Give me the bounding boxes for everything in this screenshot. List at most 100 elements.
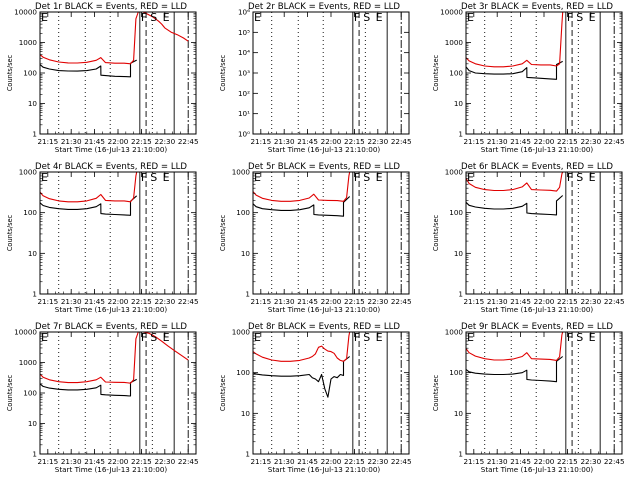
y-tick-label: 10³: [238, 69, 250, 78]
y-tick-label: 10⁰: [238, 130, 250, 139]
x-tick-label: 22:15: [557, 457, 578, 466]
event-flag-label: E: [467, 331, 474, 344]
event-flag-label: E: [589, 331, 596, 344]
x-tick-label: 22:15: [557, 137, 578, 146]
series-line: [39, 378, 137, 397]
x-tick-label: 22:15: [344, 297, 365, 306]
plot-area: 10⁰ 10¹ 10² 10³ 10⁴ 10⁵ 10⁶ 21:15 21:30 21:45 22:0…: [238, 8, 412, 147]
event-flag-label: E: [376, 171, 383, 184]
event-flag-label: F: [141, 171, 147, 184]
x-tick-label: 22:45: [391, 137, 412, 146]
plot-frame: [39, 331, 197, 455]
plot-area: 1 10 100 1000 21:15 21:30 21:45 22:00 22:15 22:30…: [232, 328, 412, 467]
x-tick-label: 21:45: [84, 457, 105, 466]
y-tick-label: 1: [245, 290, 250, 299]
y-tick-label: 1000: [19, 168, 38, 177]
x-axis-label: Start Time (16-Jul-13 21:10:00): [55, 465, 168, 474]
x-tick-label: 21:30: [61, 457, 82, 466]
panel-det-3r: Det 3r BLACK = Events, RED = LLD Start T…: [432, 2, 625, 154]
series-line: [465, 11, 564, 68]
plot-frame: [252, 11, 410, 135]
event-flag-label: F: [354, 331, 360, 344]
y-axis-label: Counts/sec: [6, 374, 14, 411]
y-tick-label: 100: [236, 208, 250, 217]
y-tick-label: 10000: [14, 8, 37, 17]
event-flag-label: F: [567, 171, 573, 184]
x-axis-label: Start Time (16-Jul-13 21:10:00): [55, 305, 168, 314]
x-tick-label: 21:45: [84, 137, 105, 146]
x-tick-label: 21:15: [463, 137, 484, 146]
y-tick-label: 1: [458, 450, 463, 459]
y-tick-label: 10²: [238, 89, 250, 98]
y-tick-label: 10⁶: [238, 8, 250, 17]
x-tick-label: 22:45: [178, 297, 199, 306]
plot-frame: [465, 11, 623, 135]
plot-area: 1 10 100 1000 21:15 21:30 21:45 22:00 22:15 22:30…: [445, 168, 625, 307]
series-line: [252, 331, 351, 362]
y-tick-label: 1: [32, 290, 37, 299]
x-axis-label: Start Time (16-Jul-13 21:10:00): [55, 145, 168, 154]
x-tick-label: 22:30: [154, 137, 175, 146]
plot-area: 1 10 100 1000 21:15 21:30 21:45 22:00 22:15 22:30…: [19, 168, 199, 307]
x-tick-label: 22:00: [321, 457, 342, 466]
panel-det-5r: Det 5r BLACK = Events, RED = LLD Start T…: [219, 162, 412, 314]
event-flag-label: S: [150, 171, 157, 184]
series-line: [39, 171, 138, 203]
event-flag-label: S: [576, 171, 583, 184]
y-axis-label: Counts/sec: [432, 54, 440, 91]
panel-title: Det 8r BLACK = Events, RED = LLD: [248, 322, 400, 332]
x-tick-label: 21:45: [510, 297, 531, 306]
series-line: [39, 11, 189, 65]
x-tick-label: 22:45: [391, 297, 412, 306]
y-tick-label: 100: [236, 368, 250, 377]
y-tick-label: 10: [454, 99, 464, 108]
event-flag-label: E: [589, 171, 596, 184]
x-tick-label: 22:30: [580, 297, 601, 306]
y-tick-label: 100: [449, 368, 463, 377]
event-flag-label: E: [467, 11, 474, 24]
x-tick-label: 21:15: [463, 457, 484, 466]
plot-area: 1 10 100 1000 10000 21:15 21:30 21:45 22:00 22:15…: [14, 328, 198, 467]
y-tick-label: 100: [23, 69, 37, 78]
x-tick-label: 22:00: [108, 297, 129, 306]
x-tick-label: 22:00: [534, 457, 555, 466]
y-tick-label: 10000: [14, 328, 37, 337]
x-tick-label: 21:30: [487, 457, 508, 466]
x-tick-label: 21:30: [487, 137, 508, 146]
x-tick-label: 21:45: [297, 137, 318, 146]
series-line: [252, 356, 351, 398]
x-tick-label: 21:30: [487, 297, 508, 306]
event-flag-label: S: [363, 11, 370, 24]
x-tick-label: 22:15: [131, 137, 152, 146]
y-tick-label: 10: [241, 409, 251, 418]
series-line: [465, 171, 564, 192]
event-flag-label: F: [141, 11, 147, 24]
event-flag-label: F: [354, 171, 360, 184]
event-flag-label: F: [567, 331, 573, 344]
event-flag-label: E: [163, 171, 170, 184]
y-tick-label: 1: [32, 450, 37, 459]
x-tick-label: 21:15: [250, 297, 271, 306]
x-axis-label: Start Time (16-Jul-13 21:10:00): [268, 305, 381, 314]
event-flag-label: S: [576, 331, 583, 344]
x-tick-label: 21:15: [250, 457, 271, 466]
y-axis-label: Counts/sec: [6, 54, 14, 91]
y-tick-label: 10: [28, 99, 38, 108]
event-flag-label: S: [576, 11, 583, 24]
y-tick-label: 100: [23, 389, 37, 398]
x-tick-label: 22:45: [391, 457, 412, 466]
panel-det-7r: Det 7r BLACK = Events, RED = LLD Start T…: [6, 322, 199, 474]
event-flag-label: F: [354, 11, 360, 24]
y-tick-label: 10⁵: [238, 28, 250, 37]
panel-det-1r: Det 1r BLACK = Events, RED = LLD Start T…: [6, 2, 199, 154]
panel-det-2r: Det 2r BLACK = Events, RED = LLD Start T…: [219, 2, 412, 154]
y-tick-label: 10: [28, 419, 38, 428]
x-tick-label: 22:45: [604, 137, 625, 146]
x-tick-label: 21:15: [37, 297, 58, 306]
y-tick-label: 10¹: [238, 109, 250, 118]
plot-frame: [252, 171, 410, 295]
y-tick-label: 10: [454, 249, 464, 258]
event-flag-label: E: [376, 11, 383, 24]
event-flag-label: S: [150, 331, 157, 344]
x-axis-label: Start Time (16-Jul-13 21:10:00): [268, 145, 381, 154]
